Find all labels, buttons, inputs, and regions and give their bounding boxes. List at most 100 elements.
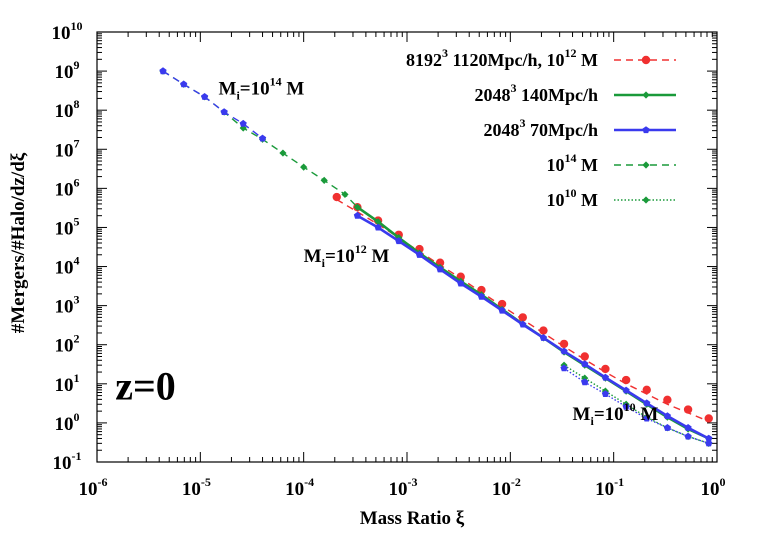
axis-ticks (96, 31, 718, 463)
series-point-3 (341, 190, 349, 199)
series-point-6 (622, 402, 630, 410)
y-tick-label: 100 (55, 410, 80, 435)
annot-mi14: Mi=1014 M (219, 75, 305, 103)
series-point-2 (643, 399, 651, 407)
series-point-2 (436, 265, 444, 273)
series-point-0 (621, 375, 631, 385)
series-point-2 (415, 251, 424, 258)
series-point-0 (683, 405, 693, 414)
series-point-0 (642, 385, 651, 395)
x-tick-label: 10-3 (389, 475, 418, 500)
legend-marker-1 (642, 91, 650, 99)
series-point-6 (601, 390, 609, 397)
y-tick-label: 106 (55, 175, 80, 200)
legend-marker-3 (642, 161, 650, 169)
x-tick-label: 100 (701, 475, 726, 500)
series-point-6 (643, 414, 651, 422)
series-1 (353, 203, 713, 443)
series-point-3 (279, 149, 287, 157)
series-layer (159, 67, 713, 447)
series-2 (353, 211, 713, 442)
tick-labels: 10-6 10-5 10-4 10-3 10-2 10-1 100 10-1 100 101 102… (52, 19, 726, 500)
series-point-0 (559, 339, 569, 349)
series-point-5 (258, 134, 267, 142)
legend-label-3: 1014 M (547, 151, 599, 175)
series-point-5 (201, 93, 209, 100)
series-point-2 (622, 386, 630, 394)
series-line-4 (563, 364, 709, 444)
series-point-0 (332, 192, 341, 202)
series-point-3 (300, 163, 308, 171)
series-point-0 (580, 352, 589, 361)
y-tick-label: 103 (55, 293, 80, 318)
legend-label-2: 20483 70Mpc/h (483, 116, 598, 140)
y-tick-label: 109 (55, 58, 80, 83)
series-point-5 (220, 108, 228, 115)
y-tick-label: 108 (55, 97, 80, 122)
series-point-2 (663, 412, 671, 420)
series-point-2 (395, 237, 403, 245)
legend-marker-2 (642, 126, 650, 134)
legend-label-0: 81923 1120Mpc/h, 1012 M (406, 46, 598, 70)
series-point-2 (539, 334, 547, 341)
x-tick-label: 10-2 (492, 475, 521, 500)
y-tick-label: 10-1 (53, 449, 82, 474)
y-tick-label: 104 (55, 254, 80, 279)
series-5 (159, 67, 267, 142)
series-line-2 (356, 214, 710, 440)
x-tick-label: 10-5 (182, 475, 211, 500)
series-point-2 (601, 373, 609, 381)
legend-marker-0 (641, 55, 651, 65)
series-point-2 (705, 434, 713, 442)
series-point-6 (684, 432, 692, 440)
y-tick-label: 107 (55, 136, 80, 161)
legend-label-4: 1010 M (547, 186, 599, 210)
series-point-0 (704, 414, 713, 423)
series-point-6 (581, 378, 589, 386)
y-tick-label: 102 (55, 332, 80, 357)
series-point-2 (457, 279, 465, 287)
series-line-6 (563, 367, 709, 444)
annotations: Mi=1014 M Mi=1012 M Mi=1010 M z=0 (115, 75, 658, 428)
y-axis-title: #Mergers/#Halo/dz/dξ (8, 152, 29, 333)
annot-z0: z=0 (115, 363, 176, 408)
series-point-5 (159, 67, 167, 75)
series-point-6 (560, 364, 568, 372)
series-point-2 (353, 211, 361, 219)
series-point-0 (663, 395, 672, 405)
x-tick-label: 10-6 (79, 475, 108, 500)
series-point-2 (374, 223, 382, 231)
series-point-2 (581, 360, 589, 368)
series-0 (332, 192, 713, 423)
annot-mi12: Mi=1012 M (304, 242, 390, 270)
series-point-5 (180, 80, 188, 88)
series-line-5 (162, 70, 263, 139)
series-point-2 (684, 424, 692, 431)
x-axis-title: Mass Ratio ξ (360, 508, 465, 529)
y-tick-label: 1010 (52, 19, 83, 44)
series-point-0 (601, 364, 610, 374)
y-tick-label: 101 (55, 371, 80, 396)
series-point-0 (497, 299, 507, 309)
y-tick-label: 105 (55, 214, 80, 239)
series-point-0 (539, 326, 548, 335)
legend-label-1: 20483 140Mpc/h (474, 81, 598, 105)
legend-marker-4 (642, 196, 650, 204)
series-point-2 (498, 306, 506, 314)
x-tick-label: 10-1 (595, 475, 624, 500)
series-point-2 (519, 320, 527, 328)
series-point-3 (353, 203, 361, 211)
series-point-6 (705, 439, 713, 447)
annot-mi10: Mi=1010 M (573, 400, 659, 428)
series-point-3 (320, 176, 328, 184)
series-point-2 (477, 292, 485, 300)
series-point-2 (560, 347, 568, 355)
series-6 (560, 364, 713, 447)
x-tick-label: 10-4 (285, 475, 314, 500)
series-point-1 (374, 218, 382, 226)
legend: 81923 1120Mpc/h, 1012 M 20483 140Mpc/h 204… (406, 46, 676, 210)
series-point-0 (518, 313, 527, 322)
series-point-5 (239, 119, 247, 127)
series-point-6 (663, 424, 671, 431)
